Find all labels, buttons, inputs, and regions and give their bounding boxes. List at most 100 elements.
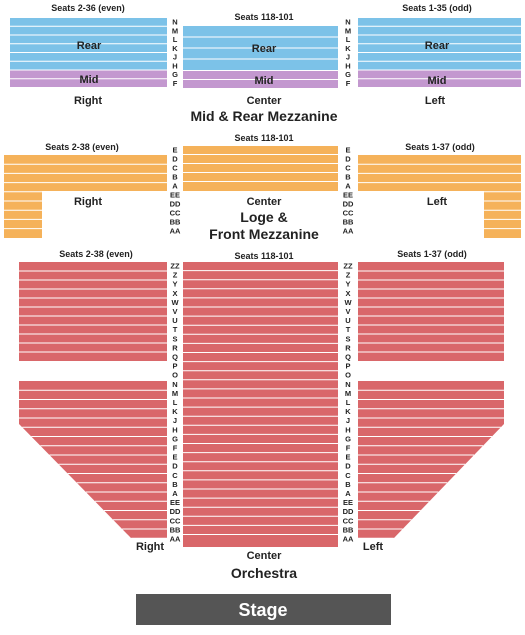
orchestra-row-label: J xyxy=(173,416,177,425)
mezzanine-row-label: H xyxy=(172,61,177,70)
orchestra-row-label: S xyxy=(172,334,177,343)
orchestra-row-label: U xyxy=(172,316,177,325)
loge-left-side-label: Left xyxy=(427,196,448,208)
mezz-left-mid-label: Mid xyxy=(428,75,447,87)
orch-left-upper-section[interactable] xyxy=(358,262,504,361)
orchestra-row-label: E xyxy=(345,453,350,462)
orchestra-row-label: R xyxy=(345,343,351,352)
mezz-center-side-label: Center xyxy=(247,95,283,107)
orchestra-row-label: BB xyxy=(170,525,181,534)
orchestra-row-label: P xyxy=(172,362,177,371)
orchestra-row-label: X xyxy=(345,289,350,298)
loge-row-label: C xyxy=(172,164,178,173)
loge-left-section[interactable] xyxy=(358,155,521,238)
orch-left-lower-section[interactable] xyxy=(358,381,504,538)
mezzanine-row-label: M xyxy=(172,26,178,35)
orchestra-row-label: CC xyxy=(170,516,181,525)
loge-title-line2: Front Mezzanine xyxy=(209,226,319,242)
orchestra-row-label: N xyxy=(172,380,177,389)
orchestra-row-label: T xyxy=(346,325,351,334)
mezz-right-mid-label: Mid xyxy=(80,74,99,86)
mezz-left-seats-label: Seats 1-35 (odd) xyxy=(402,3,472,13)
orch-right-seats-label: Seats 2-38 (even) xyxy=(59,249,133,259)
mezzanine-row-label: G xyxy=(345,70,351,79)
orch-right-upper-section[interactable] xyxy=(19,262,167,361)
orchestra-row-label: ZZ xyxy=(170,262,180,271)
orchestra-row-label: DD xyxy=(170,507,181,516)
mezzanine-row-label: L xyxy=(173,35,178,44)
loge-right-side-label: Right xyxy=(74,196,102,208)
orchestra-row-label: Q xyxy=(172,353,178,362)
orchestra-row-label: O xyxy=(345,371,351,380)
orch-left-seats-label: Seats 1-37 (odd) xyxy=(397,249,467,259)
orch-center-section[interactable] xyxy=(183,262,338,547)
loge-right-section[interactable] xyxy=(4,155,167,238)
mezz-right-seats-label: Seats 2-36 (even) xyxy=(51,3,125,13)
orchestra-row-label: M xyxy=(172,389,178,398)
loge-row-label: A xyxy=(172,182,178,191)
loge-row-label: BB xyxy=(170,218,181,227)
mezzanine-row-label: M xyxy=(345,26,351,35)
orchestra-row-label: F xyxy=(173,444,178,453)
loge-center-section[interactable] xyxy=(183,146,338,191)
orch-left-side-label: Left xyxy=(363,541,384,553)
orchestra-row-label: Y xyxy=(345,280,350,289)
loge-center-seats-label: Seats 118-101 xyxy=(234,133,293,143)
orchestra-row-label: E xyxy=(172,453,177,462)
orchestra-row-label: N xyxy=(345,380,350,389)
loge-left-seats-label: Seats 1-37 (odd) xyxy=(405,142,475,152)
mezzanine-row-label: J xyxy=(173,53,177,62)
orchestra-row-label: Y xyxy=(172,280,177,289)
orchestra-row-label: C xyxy=(345,471,351,480)
mezz-right-side-label: Right xyxy=(74,95,102,107)
orchestra-row-label: W xyxy=(171,298,179,307)
orchestra-row-label: O xyxy=(172,371,178,380)
orchestra-row-label: D xyxy=(172,462,178,471)
orchestra-row-label: EE xyxy=(170,498,180,507)
loge-row-label: DD xyxy=(170,200,181,209)
orch-section-title: Orchestra xyxy=(231,565,297,581)
loge-row-label: B xyxy=(345,173,351,182)
mezz-center-rear-label: Rear xyxy=(252,43,277,55)
loge-row-label: CC xyxy=(170,209,181,218)
mezzanine-row-label: J xyxy=(346,53,350,62)
loge-row-label: E xyxy=(172,146,177,155)
orchestra-row-label: EE xyxy=(343,498,353,507)
orchestra-row-label: A xyxy=(345,489,351,498)
loge-row-label: C xyxy=(345,164,351,173)
orchestra-row-label: K xyxy=(172,407,178,416)
mezzanine-row-label: G xyxy=(172,70,178,79)
orchestra-row-label: AA xyxy=(343,535,354,544)
mezzanine-row-label: N xyxy=(345,18,350,27)
orchestra-row-label: L xyxy=(173,398,178,407)
loge-row-label: EE xyxy=(343,191,353,200)
orchestra-row-label: L xyxy=(346,398,351,407)
orchestra-row-label: C xyxy=(172,471,178,480)
loge-row-label: E xyxy=(345,146,350,155)
mezzanine-row-label: F xyxy=(173,79,178,88)
loge-row-label: A xyxy=(345,182,351,191)
mezzanine-row-label: F xyxy=(346,79,351,88)
loge-row-label: B xyxy=(172,173,178,182)
mezzanine-row-label: K xyxy=(345,44,351,53)
mezz-section-title: Mid & Rear Mezzanine xyxy=(190,108,337,124)
orchestra-row-label: X xyxy=(172,289,177,298)
orchestra-row-label: V xyxy=(172,307,177,316)
mezz-left-side-label: Left xyxy=(425,95,446,107)
orchestra-row-label: T xyxy=(173,325,178,334)
orchestra-row-label: G xyxy=(345,434,351,443)
loge-row-label: AA xyxy=(343,227,354,236)
orch-right-lower-section[interactable] xyxy=(19,381,167,538)
orch-center-seats-label: Seats 118-101 xyxy=(234,251,293,261)
orchestra-row-label: DD xyxy=(343,507,354,516)
mezz-center-seats-label: Seats 118-101 xyxy=(234,12,293,22)
orchestra-row-label: CC xyxy=(343,516,354,525)
orchestra-row-label: B xyxy=(172,480,178,489)
orchestra-row-label: D xyxy=(345,462,351,471)
orchestra-row-label: U xyxy=(345,316,350,325)
mezz-left-rear-label: Rear xyxy=(425,40,450,52)
mezzanine-row-label: H xyxy=(345,61,350,70)
mezzanine-row-label: K xyxy=(172,44,178,53)
orchestra-row-label: AA xyxy=(170,535,181,544)
